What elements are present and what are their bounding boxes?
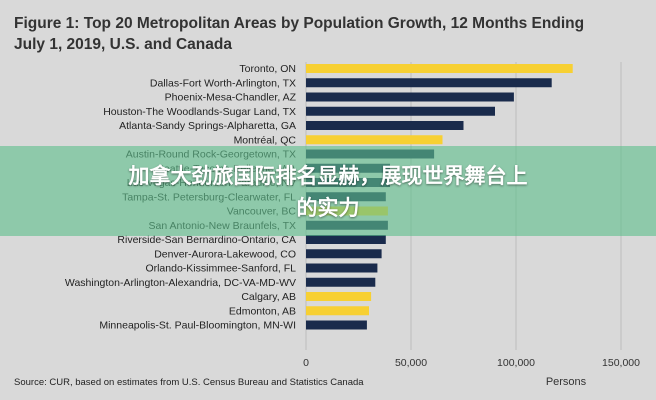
x-tick-label: 50,000 <box>395 357 427 369</box>
chart-title-line-1: Figure 1: Top 20 Metropolitan Areas by P… <box>14 15 584 32</box>
x-axis-title: Persons <box>546 376 587 388</box>
category-label: Dallas-Fort Worth-Arlington, TX <box>150 77 296 89</box>
caption-line-2: 的实力 <box>296 196 360 220</box>
category-label: Washington-Arlington-Alexandria, DC-VA-M… <box>65 277 296 289</box>
caption-line-1: 加拿大劲旅国际排名显赫，展现世界舞台上 <box>128 164 528 188</box>
category-label: Houston-The Woodlands-Sugar Land, TX <box>103 106 296 118</box>
x-tick-label: 100,000 <box>497 357 535 369</box>
x-tick-label: 150,000 <box>602 357 640 369</box>
bar <box>306 235 386 244</box>
x-tick-label: 0 <box>303 357 309 369</box>
bar <box>306 263 378 273</box>
category-label: Calgary, AB <box>241 291 296 303</box>
category-label: Edmonton, AB <box>229 305 296 317</box>
bar <box>306 249 382 259</box>
category-label: Orlando-Kissimmee-Sanford, FL <box>145 263 296 275</box>
category-label: Riverside-San Bernardino-Ontario, CA <box>117 234 296 246</box>
chart-source: Source: CUR, based on estimates from U.S… <box>14 377 364 388</box>
category-label: Montréal, QC <box>234 134 297 146</box>
category-label: Atlanta-Sandy Springs-Alpharetta, GA <box>119 120 296 132</box>
category-label: Phoenix-Mesa-Chandler, AZ <box>165 92 297 104</box>
caption-text: 加拿大劲旅国际排名显赫，展现世界舞台上 的实力 <box>0 160 656 224</box>
chart-title-line-2: July 1, 2019, U.S. and Canada <box>14 36 232 53</box>
bar <box>306 292 372 301</box>
bar <box>306 106 495 116</box>
category-label: Denver-Aurora-Lakewood, CO <box>154 248 296 260</box>
bar <box>306 92 514 102</box>
category-label: Toronto, ON <box>239 63 296 75</box>
caption-overlay <box>0 146 656 236</box>
bar <box>306 306 369 316</box>
bar <box>306 64 573 73</box>
bar <box>306 78 552 88</box>
x-tick-labels: 0 50,000 100,000 150,000 <box>303 357 640 369</box>
bar <box>306 135 443 145</box>
bar <box>306 277 376 287</box>
bar <box>306 320 367 330</box>
bar <box>306 121 464 130</box>
category-label: Minneapolis-St. Paul-Bloomington, MN-WI <box>99 320 296 332</box>
